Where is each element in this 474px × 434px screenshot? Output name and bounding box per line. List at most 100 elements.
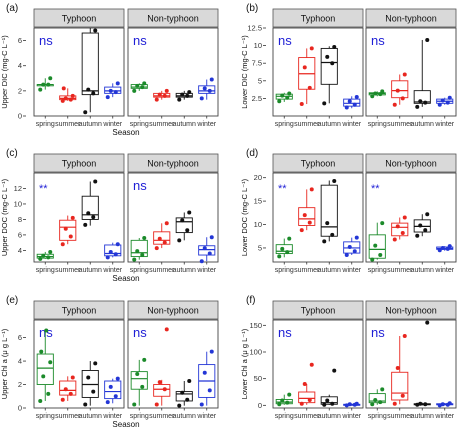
data-point bbox=[418, 223, 423, 228]
box-winter bbox=[198, 85, 216, 94]
data-point bbox=[395, 366, 400, 370]
data-point bbox=[277, 99, 282, 104]
box-spring bbox=[275, 244, 293, 255]
data-point bbox=[185, 228, 190, 233]
data-point bbox=[185, 93, 190, 98]
y-tick-label: 12 bbox=[14, 184, 22, 193]
significance-label: ns bbox=[278, 325, 292, 340]
data-point bbox=[309, 187, 314, 192]
data-point bbox=[132, 257, 137, 262]
data-point bbox=[352, 249, 357, 254]
data-point bbox=[207, 88, 212, 93]
data-point bbox=[140, 85, 145, 90]
box-summer bbox=[391, 222, 409, 237]
data-point bbox=[157, 92, 162, 97]
panel-label: (c) bbox=[6, 148, 18, 159]
data-point bbox=[280, 398, 285, 403]
data-point bbox=[142, 81, 147, 86]
box-spring bbox=[130, 371, 148, 390]
box-summer bbox=[153, 92, 171, 98]
data-point bbox=[209, 349, 214, 354]
data-point bbox=[41, 253, 46, 258]
box-autumn bbox=[81, 195, 99, 220]
data-point bbox=[86, 211, 91, 216]
data-point bbox=[440, 245, 445, 250]
data-point bbox=[437, 102, 442, 107]
y-tick-label: 4 bbox=[18, 61, 22, 70]
box-winter bbox=[104, 380, 122, 400]
data-point bbox=[287, 392, 292, 397]
data-point bbox=[68, 391, 73, 396]
data-point bbox=[425, 212, 430, 217]
facet-panel-frame bbox=[127, 27, 219, 117]
x-tick-label: spring bbox=[368, 413, 387, 420]
data-point bbox=[39, 349, 44, 354]
data-point bbox=[402, 72, 407, 77]
data-point bbox=[299, 228, 304, 233]
box-spring bbox=[130, 84, 148, 89]
data-point bbox=[207, 251, 212, 256]
data-point bbox=[115, 242, 120, 247]
box-summer bbox=[298, 207, 316, 226]
data-point bbox=[302, 213, 307, 218]
x-tick-label: autumn bbox=[173, 267, 196, 274]
data-point bbox=[418, 401, 423, 406]
x-tick-label: summer bbox=[294, 413, 320, 420]
y-tick-label: 20 bbox=[254, 173, 262, 182]
y-tick-label: 2 bbox=[18, 86, 22, 95]
x-axis-title: Season bbox=[112, 128, 139, 137]
data-point bbox=[392, 401, 397, 406]
data-point bbox=[415, 233, 420, 238]
data-point bbox=[395, 88, 400, 93]
data-point bbox=[277, 402, 282, 407]
data-point bbox=[347, 99, 352, 104]
data-point bbox=[115, 81, 120, 86]
data-point bbox=[392, 102, 397, 107]
y-axis-title: Upper DIC (mg-C L⁻¹) bbox=[0, 35, 9, 109]
data-point bbox=[330, 232, 335, 237]
data-point bbox=[344, 403, 349, 408]
data-point bbox=[325, 54, 330, 59]
facet-strip-label: Typhoon bbox=[62, 14, 97, 24]
box-autumn bbox=[320, 184, 338, 237]
significance-label: ns bbox=[371, 325, 385, 340]
data-point bbox=[135, 371, 140, 376]
x-tick-label: spring bbox=[130, 121, 149, 128]
facet-panel-frame bbox=[365, 319, 457, 409]
data-point bbox=[370, 402, 375, 407]
data-point bbox=[378, 92, 383, 97]
x-tick-label: spring bbox=[36, 267, 55, 274]
data-point bbox=[140, 384, 145, 389]
box-winter bbox=[104, 244, 122, 257]
data-point bbox=[83, 222, 88, 227]
x-tick-label: summer bbox=[55, 121, 81, 128]
data-point bbox=[93, 28, 98, 33]
y-tick-label: 5 bbox=[258, 76, 262, 85]
panel-b: (b) Lower DIC (mg-C L⁻¹) 2.5 5 7.5 10 12.5 Typh… bbox=[240, 3, 457, 128]
facet-strip bbox=[127, 300, 219, 320]
data-point bbox=[322, 239, 327, 244]
x-tick-label: winter bbox=[102, 121, 122, 128]
facet-strip-label: Typhoon bbox=[62, 306, 97, 316]
data-point bbox=[187, 379, 192, 384]
data-point bbox=[187, 210, 192, 215]
data-point bbox=[70, 215, 75, 220]
data-point bbox=[299, 102, 304, 107]
x-tick-label: spring bbox=[368, 121, 387, 128]
data-point bbox=[162, 240, 167, 245]
facet-strip bbox=[272, 300, 364, 320]
data-point bbox=[108, 249, 113, 254]
data-point bbox=[135, 249, 140, 254]
data-point bbox=[400, 230, 405, 235]
facet-strip-label: Non-typhoon bbox=[385, 14, 437, 24]
data-point bbox=[307, 85, 312, 90]
data-point bbox=[113, 394, 118, 399]
data-point bbox=[91, 389, 96, 394]
facet-strip bbox=[365, 153, 457, 173]
data-point bbox=[309, 46, 314, 51]
data-point bbox=[60, 98, 65, 103]
data-point bbox=[437, 403, 442, 408]
x-tick-label: summer bbox=[387, 267, 413, 274]
data-point bbox=[445, 100, 450, 105]
